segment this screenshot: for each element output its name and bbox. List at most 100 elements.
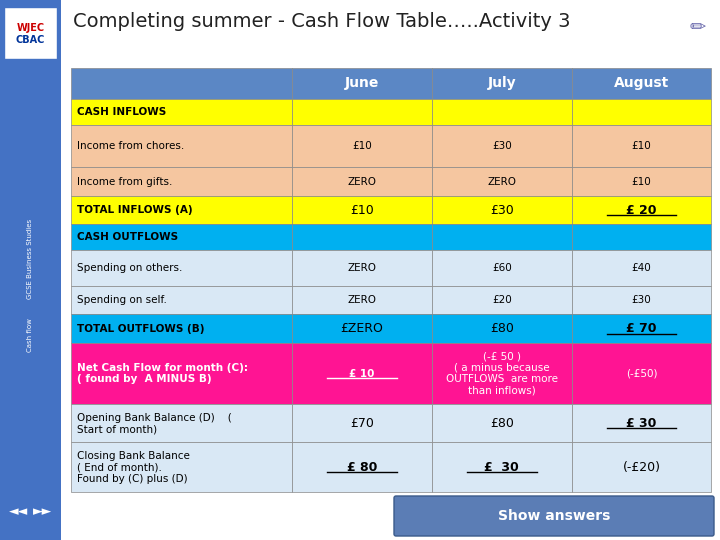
Text: £80: £80 xyxy=(490,417,513,430)
Bar xyxy=(572,99,711,125)
Bar xyxy=(292,196,432,224)
Text: (-£50): (-£50) xyxy=(626,369,657,379)
Bar xyxy=(572,125,711,167)
Bar xyxy=(572,404,711,442)
Text: ZERO: ZERO xyxy=(348,177,377,187)
Text: £10: £10 xyxy=(631,177,652,187)
Text: ►►: ►► xyxy=(33,505,53,518)
Bar xyxy=(432,99,572,125)
Bar xyxy=(71,196,292,224)
Text: £ZERO: £ZERO xyxy=(341,322,384,335)
Text: June: June xyxy=(345,76,379,90)
Text: WJEC: WJEC xyxy=(17,23,45,33)
Text: £80: £80 xyxy=(490,322,513,335)
Bar xyxy=(572,251,711,286)
Text: TOTAL INFLOWS (A): TOTAL INFLOWS (A) xyxy=(77,205,193,215)
Text: Show answers: Show answers xyxy=(498,509,610,523)
Text: £ 30: £ 30 xyxy=(626,417,657,430)
Bar xyxy=(572,196,711,224)
Bar xyxy=(572,314,711,343)
Text: £10: £10 xyxy=(350,204,374,217)
Text: August: August xyxy=(614,76,669,90)
Text: £30: £30 xyxy=(631,295,652,305)
Text: £ 70: £ 70 xyxy=(626,322,657,335)
Bar xyxy=(432,286,572,314)
Bar xyxy=(0,0,61,540)
Bar xyxy=(432,224,572,251)
Text: £60: £60 xyxy=(492,263,512,273)
Bar xyxy=(71,99,292,125)
Bar xyxy=(432,196,572,224)
Bar xyxy=(572,442,711,492)
Bar xyxy=(572,286,711,314)
Bar xyxy=(292,224,432,251)
Text: ZERO: ZERO xyxy=(348,263,377,273)
Bar xyxy=(292,99,432,125)
Text: July: July xyxy=(487,76,516,90)
Bar xyxy=(432,167,572,196)
Text: Spending on self.: Spending on self. xyxy=(77,295,167,305)
Bar xyxy=(292,167,432,196)
Text: £ 20: £ 20 xyxy=(626,204,657,217)
Text: £30: £30 xyxy=(492,141,512,151)
Bar xyxy=(71,167,292,196)
Text: Closing Bank Balance
( End of month).
Found by (C) plus (D): Closing Bank Balance ( End of month). Fo… xyxy=(77,450,190,484)
Text: Income from chores.: Income from chores. xyxy=(77,141,184,151)
Bar xyxy=(572,343,711,404)
Text: Spending on others.: Spending on others. xyxy=(77,263,182,273)
Text: ZERO: ZERO xyxy=(348,295,377,305)
Text: £10: £10 xyxy=(352,141,372,151)
Bar xyxy=(71,251,292,286)
Bar xyxy=(71,125,292,167)
Bar xyxy=(71,343,292,404)
Text: £  30: £ 30 xyxy=(485,461,519,474)
Bar xyxy=(71,404,292,442)
Text: ◄◄: ◄◄ xyxy=(9,505,28,518)
Bar xyxy=(432,343,572,404)
Text: CASH OUTFLOWS: CASH OUTFLOWS xyxy=(77,232,178,242)
Text: CBAC: CBAC xyxy=(16,35,45,45)
Bar xyxy=(292,404,432,442)
Bar xyxy=(71,68,292,99)
Bar xyxy=(292,286,432,314)
Text: ✏: ✏ xyxy=(690,18,706,37)
Text: £ 10: £ 10 xyxy=(349,369,374,379)
Text: TOTAL OUTFLOWS (B): TOTAL OUTFLOWS (B) xyxy=(77,323,204,334)
Bar xyxy=(432,68,572,99)
Bar xyxy=(292,125,432,167)
Bar xyxy=(432,125,572,167)
Bar xyxy=(572,224,711,251)
Text: £20: £20 xyxy=(492,295,512,305)
FancyBboxPatch shape xyxy=(394,496,714,536)
Text: Net Cash Flow for month (C):
( found by  A MINUS B): Net Cash Flow for month (C): ( found by … xyxy=(77,363,248,384)
Bar xyxy=(572,167,711,196)
Text: Completing summer - Cash Flow Table…..Activity 3: Completing summer - Cash Flow Table…..Ac… xyxy=(73,12,570,31)
Text: (-£ 50 )
( a minus because
OUTFLOWS  are more
than inflows): (-£ 50 ) ( a minus because OUTFLOWS are … xyxy=(446,351,558,396)
Text: £10: £10 xyxy=(631,141,652,151)
Text: GCSE Business Studies: GCSE Business Studies xyxy=(27,219,34,299)
Text: £30: £30 xyxy=(490,204,513,217)
Bar xyxy=(292,343,432,404)
Bar xyxy=(572,68,711,99)
Bar xyxy=(292,314,432,343)
Text: £ 80: £ 80 xyxy=(347,461,377,474)
Text: ZERO: ZERO xyxy=(487,177,516,187)
Bar xyxy=(292,251,432,286)
Text: CASH INFLOWS: CASH INFLOWS xyxy=(77,107,166,117)
Bar xyxy=(432,442,572,492)
Text: £40: £40 xyxy=(631,263,652,273)
Bar xyxy=(71,442,292,492)
Text: Opening Bank Balance (D)    (
Start of month): Opening Bank Balance (D) ( Start of mont… xyxy=(77,413,232,434)
Bar xyxy=(71,314,292,343)
Bar xyxy=(292,68,432,99)
Text: £70: £70 xyxy=(350,417,374,430)
Bar xyxy=(71,224,292,251)
FancyBboxPatch shape xyxy=(4,7,57,59)
Bar xyxy=(432,314,572,343)
Bar xyxy=(432,404,572,442)
Text: (-£20): (-£20) xyxy=(623,461,660,474)
Bar xyxy=(432,251,572,286)
Bar xyxy=(71,286,292,314)
Text: Income from gifts.: Income from gifts. xyxy=(77,177,172,187)
Bar xyxy=(292,442,432,492)
